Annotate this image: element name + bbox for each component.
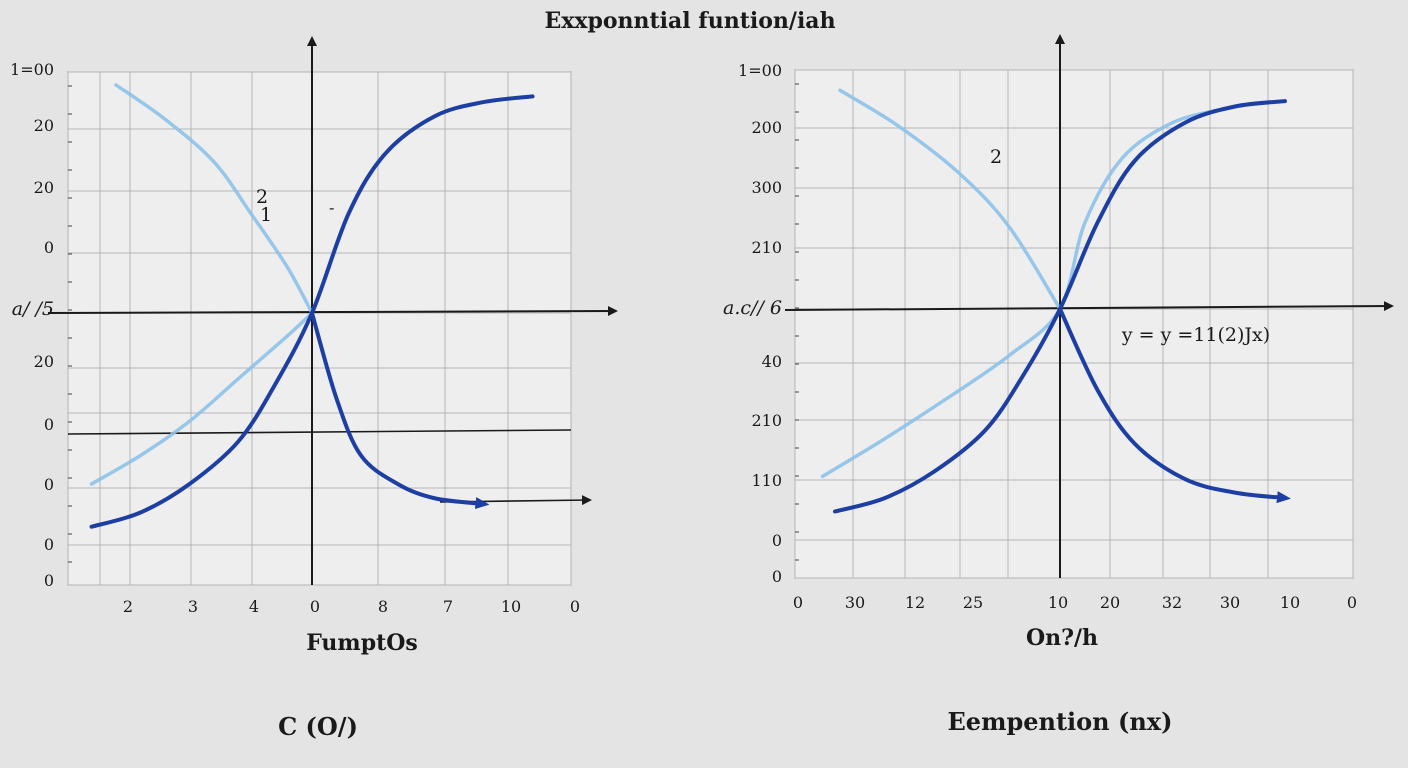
left-curve-light-increasing bbox=[89, 311, 314, 486]
left-xtick-label: 7 bbox=[443, 597, 453, 616]
left-xtick-label: 4 bbox=[249, 597, 259, 616]
right-ytick-label: 0 bbox=[772, 567, 782, 586]
left-ytick-label: 20 bbox=[34, 178, 54, 197]
left-annotation-1: 1 bbox=[260, 204, 272, 226]
right-xtick-label: 12 bbox=[905, 593, 925, 612]
right-ytick-label: 40 bbox=[762, 352, 782, 371]
left-dash-mark: - bbox=[329, 198, 334, 217]
right-ytick-label: 300 bbox=[751, 178, 782, 197]
left-x-label: FumptOs bbox=[306, 630, 418, 656]
left-ytick-label: 0 bbox=[44, 415, 54, 434]
left-ytick-label: 0 bbox=[44, 475, 54, 494]
right-ytick-label: 1=00 bbox=[738, 61, 782, 80]
right-xtick-label: 0 bbox=[1347, 593, 1357, 612]
left-xtick-label: 8 bbox=[378, 597, 388, 616]
right-xtick-label: 0 bbox=[793, 593, 803, 612]
right-xtick-label: 32 bbox=[1162, 593, 1182, 612]
right-curve-light-decreasing bbox=[838, 88, 1062, 311]
right-xtick-label: 30 bbox=[845, 593, 865, 612]
right-ytick-label: 200 bbox=[751, 118, 782, 137]
left-ytick-label: 0 bbox=[44, 238, 54, 257]
right-xtick-label: 30 bbox=[1220, 593, 1240, 612]
right-annotation-2: 2 bbox=[990, 146, 1002, 168]
left-annotation-2: 2 bbox=[256, 186, 268, 208]
right-ytick-label: 0 bbox=[772, 531, 782, 550]
left-xtick-label: 2 bbox=[123, 597, 133, 616]
left-xtick-label: 0 bbox=[310, 597, 320, 616]
right-y-axis-label: a.c// 6 bbox=[723, 297, 782, 319]
right-ytick-label: 210 bbox=[751, 238, 782, 257]
right-ytick-label: 110 bbox=[751, 471, 782, 490]
left-xtick-label: 10 bbox=[501, 597, 521, 616]
right-x-axis bbox=[784, 301, 1394, 312]
left-ytick-label: 0 bbox=[44, 535, 54, 554]
right-caption: Eempention (nx) bbox=[948, 707, 1173, 736]
left-xtick-label: 3 bbox=[188, 597, 198, 616]
right-xtick-label: 10 bbox=[1280, 593, 1300, 612]
left-ytick-label: 1=00 bbox=[10, 60, 54, 79]
left-ytick-label: 20 bbox=[34, 352, 54, 371]
right-plot-frame bbox=[794, 69, 1354, 579]
chart-title: Exxponntial funtion/iah bbox=[544, 8, 835, 34]
left-caption: C (O/) bbox=[278, 712, 358, 741]
right-ytick-label: 210 bbox=[751, 411, 782, 430]
right-xtick-label: 20 bbox=[1100, 593, 1120, 612]
right-xtick-label: 10 bbox=[1048, 593, 1068, 612]
left-plot-frame bbox=[67, 71, 572, 586]
left-ytick-label: 20 bbox=[34, 116, 54, 135]
left-x-axis bbox=[47, 306, 618, 317]
right-curve-dark-falling bbox=[1058, 307, 1291, 504]
right-xtick-label: 25 bbox=[963, 593, 983, 612]
left-curve-dark-falling bbox=[310, 311, 490, 509]
left-xtick-label: 0 bbox=[570, 597, 580, 616]
left-ytick-label: 0 bbox=[44, 571, 54, 590]
right-equation-annotation: y = y =11(2)Jx) bbox=[1121, 324, 1270, 346]
left-curve-light-decreasing bbox=[114, 83, 314, 315]
right-grid bbox=[794, 69, 1354, 579]
right-x-label: On?/h bbox=[1026, 625, 1098, 651]
left-plot: 1=00 20 20 0 a/ /5 20 0 0 0 0 2 3 4 0 8 7 10 0 - 2 1 Fum… bbox=[10, 36, 618, 741]
left-secondary-line bbox=[67, 429, 572, 435]
left-y-axis-label: a/ /5 bbox=[12, 298, 54, 320]
